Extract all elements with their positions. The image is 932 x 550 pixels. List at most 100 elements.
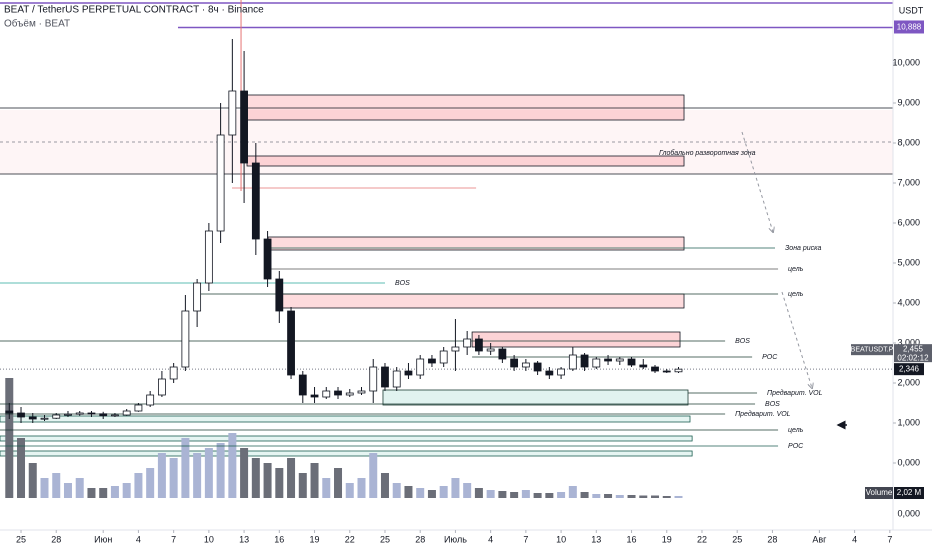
volume-title-box [865, 487, 893, 499]
candle-body [392, 370, 401, 388]
volume-bar [287, 458, 296, 498]
volume-tag-label: 2,02 M [897, 488, 922, 497]
plot-area: Глобально разворотная зона Зона риска цель… [0, 0, 893, 498]
candle-body [521, 362, 530, 368]
price-axis [893, 0, 932, 550]
x-tick-label: 25 [380, 534, 390, 544]
volume-bar [510, 492, 519, 498]
volume-bar [545, 493, 554, 498]
alert-tag-label: 10,888 [897, 23, 922, 32]
candle-body [134, 404, 143, 412]
level-label: POC [788, 443, 804, 450]
volume-bar [122, 483, 131, 498]
x-tick-label: 16 [627, 534, 637, 544]
candle-body [322, 390, 331, 398]
x-tick-label: 22 [345, 534, 355, 544]
volume-bar [275, 468, 284, 498]
candle-body [662, 370, 671, 373]
volume-bar [87, 488, 96, 498]
candle-body [275, 278, 284, 312]
candle-body [486, 348, 495, 352]
volume-bar [521, 490, 530, 498]
x-tick-label: Июль [444, 534, 467, 544]
level-label: цель [788, 266, 804, 273]
volume-bar [110, 486, 119, 498]
candle-body [87, 412, 96, 415]
candle-body [651, 366, 659, 372]
volume-bar [380, 473, 389, 498]
x-tick-label: 28 [767, 534, 777, 544]
candle-body [310, 394, 319, 398]
candle-body [146, 394, 155, 406]
y-tick-label: 1,000 [897, 417, 920, 427]
candle-body [369, 366, 378, 392]
candle-body [99, 413, 108, 417]
volume-bar [193, 453, 202, 498]
candle-body [111, 414, 119, 417]
volume-bar [298, 473, 307, 498]
candle-body [639, 364, 648, 368]
x-tick-label: 28 [51, 534, 61, 544]
x-tick-label: 16 [274, 534, 284, 544]
candle-body [428, 358, 436, 364]
volume-bar [498, 491, 507, 498]
candle-body [345, 392, 354, 396]
volume-bar [369, 453, 378, 498]
volume-bar [52, 473, 61, 498]
level-label: Предварит. VOL [767, 389, 823, 397]
volume-bar [240, 448, 249, 498]
candle-body [545, 370, 554, 376]
zone [382, 389, 689, 406]
candle-body [169, 366, 178, 380]
zone [246, 94, 685, 121]
axis-layer: 0,000 1,000 2,000 3,000 4,000 5,000 6,000 7,000… [16, 20, 932, 544]
y-tick-label: 5,000 [897, 257, 920, 267]
candle-body [158, 378, 166, 396]
zone [0, 435, 693, 442]
x-tick-label: 25 [732, 534, 742, 544]
x-tick-label: 13 [239, 534, 249, 544]
chart-subtitle: Объём · BEAT [4, 18, 70, 30]
x-tick-label: 10 [556, 534, 566, 544]
volume-bar [674, 495, 683, 498]
x-tick-label: 19 [310, 534, 320, 544]
volume-bar [474, 488, 483, 498]
volume-bar [28, 463, 37, 498]
level-label: Зона риска [785, 245, 821, 252]
y-tick-label: 3,000 [897, 337, 920, 347]
volume-bar [345, 483, 354, 498]
x-tick-label: 28 [415, 534, 425, 544]
candle-body [510, 358, 519, 368]
candle-body [592, 358, 601, 368]
volume-bar [451, 478, 460, 498]
zone [246, 155, 685, 167]
candle-body [204, 230, 213, 284]
candle-body [533, 362, 542, 372]
candle-body [287, 310, 295, 376]
level-label: Предварит. VOL [735, 410, 791, 418]
volume-bar [592, 494, 601, 498]
volume-bar [63, 483, 72, 498]
volume-bar [228, 433, 237, 498]
volume-bar [75, 478, 84, 498]
candle-body [568, 354, 577, 370]
volume-bar [334, 468, 343, 498]
candle-body [263, 238, 272, 280]
x-tick-label: 7 [171, 534, 176, 544]
y-tick-label: 7,000 [897, 177, 920, 187]
x-tick-label: 13 [591, 534, 601, 544]
volume-bar [99, 488, 108, 498]
volume-bar [615, 495, 624, 498]
candle-body [451, 346, 460, 352]
level-label: BOS [395, 280, 410, 287]
candle-body [64, 413, 72, 416]
price-tag-label: 2,455 [903, 344, 924, 353]
volume-bar [263, 463, 272, 498]
candle-body [416, 358, 425, 376]
candle-body [475, 338, 483, 352]
candle-body [52, 414, 61, 419]
x-tick-label: 7 [523, 534, 528, 544]
volume-bar [310, 463, 319, 498]
candle-body [357, 390, 366, 394]
